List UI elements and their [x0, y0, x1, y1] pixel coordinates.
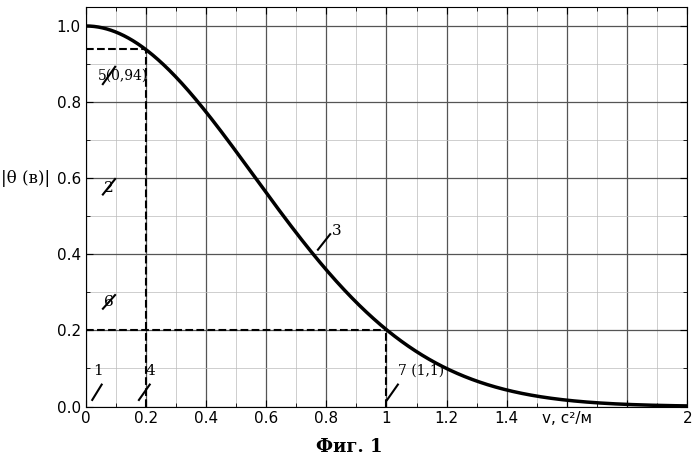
Text: 4: 4: [146, 364, 156, 378]
Text: 5(0,94): 5(0,94): [98, 68, 148, 83]
Text: 1: 1: [93, 364, 103, 378]
Text: 3: 3: [332, 225, 342, 238]
Text: 7 (1,1): 7 (1,1): [398, 364, 445, 378]
Y-axis label: |θ (в)|: |θ (в)|: [1, 170, 50, 187]
Text: 2: 2: [103, 181, 113, 195]
Text: Фиг. 1: Фиг. 1: [316, 438, 383, 456]
Text: 6: 6: [103, 295, 113, 309]
